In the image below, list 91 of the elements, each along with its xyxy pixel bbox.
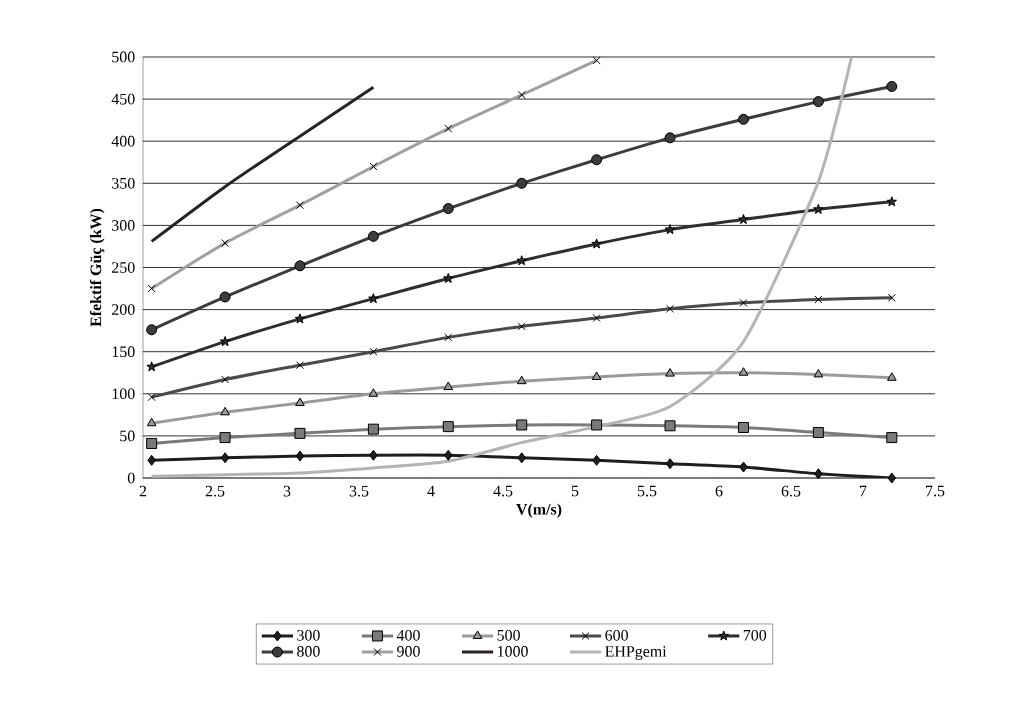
point bbox=[147, 454, 156, 466]
point bbox=[516, 177, 528, 189]
point bbox=[294, 313, 306, 324]
point bbox=[591, 419, 603, 431]
point bbox=[295, 397, 305, 407]
legend-label: 500 bbox=[497, 629, 520, 641]
legend-label: 1000 bbox=[498, 646, 528, 657]
point bbox=[146, 361, 157, 372]
point bbox=[294, 427, 306, 439]
point bbox=[443, 381, 454, 391]
point bbox=[220, 452, 230, 464]
line-series bbox=[150, 57, 853, 478]
point bbox=[516, 375, 527, 385]
point bbox=[738, 367, 749, 376]
x-tick-label: 7.5 bbox=[926, 485, 945, 497]
point bbox=[812, 96, 824, 108]
point bbox=[294, 260, 306, 272]
point bbox=[444, 449, 453, 461]
y-tick-label: 300 bbox=[112, 220, 135, 231]
point bbox=[368, 388, 379, 397]
point bbox=[367, 423, 379, 435]
legend-label: 900 bbox=[397, 646, 420, 657]
legend-label: 700 bbox=[743, 629, 767, 641]
y-tick-label: 400 bbox=[111, 135, 135, 147]
point bbox=[886, 372, 897, 381]
point bbox=[886, 80, 898, 92]
y-tick-label: 100 bbox=[112, 388, 135, 400]
legend-label: 600 bbox=[605, 629, 628, 641]
x-tick-label: 5.5 bbox=[637, 485, 657, 497]
x-tick-label: 4.5 bbox=[493, 485, 513, 497]
point bbox=[516, 419, 528, 431]
legend-label: 800 bbox=[297, 646, 320, 657]
point bbox=[517, 452, 526, 464]
x-tick-label: 3.5 bbox=[349, 485, 369, 497]
point bbox=[146, 437, 158, 449]
x-tick-label: 5 bbox=[571, 485, 579, 497]
point bbox=[813, 203, 824, 214]
point bbox=[813, 368, 824, 378]
legend-label: 300 bbox=[297, 629, 320, 641]
point bbox=[591, 371, 602, 380]
y-tick-label: 0 bbox=[127, 472, 135, 484]
point bbox=[664, 132, 676, 144]
point bbox=[737, 113, 749, 125]
x-tick-label: 3 bbox=[283, 485, 291, 497]
point bbox=[146, 324, 158, 336]
point bbox=[368, 293, 379, 304]
y-tick-label: 350 bbox=[112, 177, 135, 189]
x-axis-title: V(m/s) bbox=[516, 503, 562, 518]
legend-label: EHPgemi bbox=[605, 646, 667, 661]
point bbox=[737, 421, 749, 433]
point bbox=[591, 238, 602, 249]
x-tick-label: 4 bbox=[427, 485, 435, 497]
point bbox=[738, 214, 749, 225]
y-axis-title: Efektif Güç (kW) bbox=[89, 208, 105, 327]
point bbox=[665, 458, 675, 470]
y-tick-label: 500 bbox=[112, 51, 135, 63]
point bbox=[219, 336, 231, 347]
y-tick-label: 250 bbox=[112, 262, 135, 273]
point bbox=[443, 272, 454, 283]
y-tick-label: 450 bbox=[111, 93, 135, 105]
x-tick-label: 6 bbox=[715, 485, 723, 497]
y-tick-label: 200 bbox=[112, 304, 135, 315]
point bbox=[887, 472, 897, 484]
point bbox=[664, 224, 676, 235]
point bbox=[814, 468, 823, 480]
point bbox=[369, 449, 378, 461]
point bbox=[220, 406, 230, 416]
point bbox=[367, 230, 379, 242]
line-series bbox=[150, 85, 375, 243]
x-tick-label: 2.5 bbox=[205, 485, 225, 497]
point bbox=[739, 461, 748, 473]
point bbox=[592, 454, 601, 466]
legend-label: 400 bbox=[396, 629, 420, 641]
y-tick-label: 50 bbox=[120, 430, 135, 442]
point bbox=[219, 291, 231, 303]
x-tick-label: 7 bbox=[860, 485, 867, 497]
point bbox=[219, 432, 231, 444]
x-tick-label: 2 bbox=[139, 485, 147, 497]
point bbox=[664, 420, 676, 432]
point bbox=[146, 417, 157, 427]
point bbox=[442, 203, 454, 215]
point bbox=[812, 427, 824, 439]
point bbox=[591, 154, 603, 166]
point bbox=[295, 450, 305, 462]
x-tick-label: 6.5 bbox=[781, 485, 801, 497]
point bbox=[886, 432, 898, 444]
point bbox=[665, 368, 675, 377]
point bbox=[886, 196, 898, 207]
point bbox=[516, 255, 527, 266]
y-tick-label: 150 bbox=[112, 346, 135, 358]
point bbox=[442, 421, 454, 433]
